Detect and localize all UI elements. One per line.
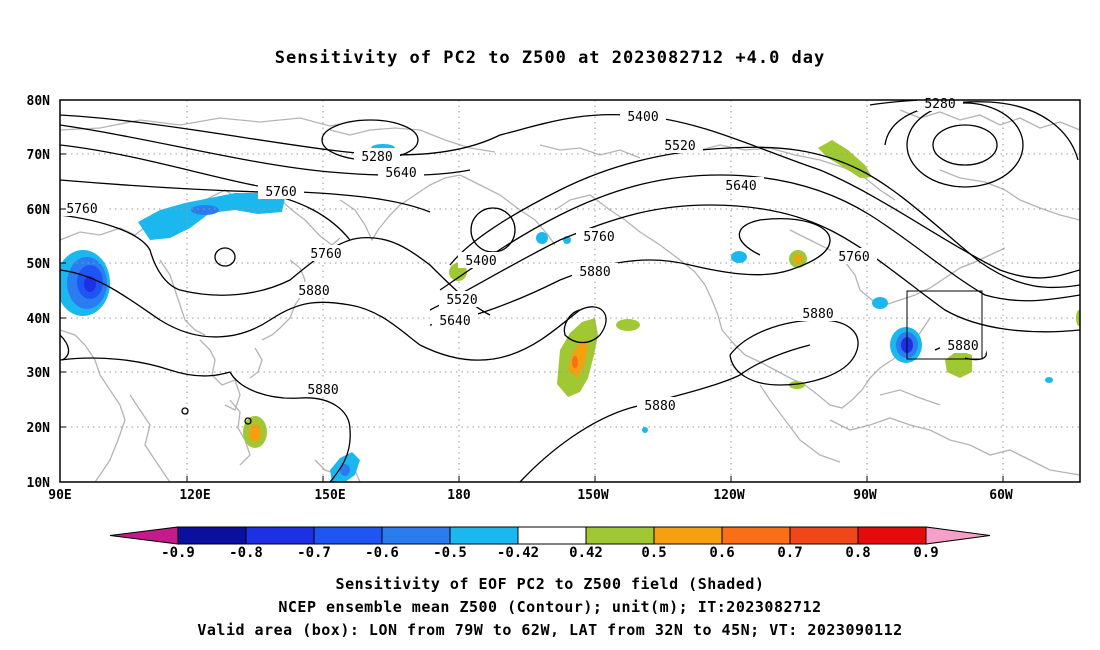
map-frame bbox=[59, 99, 1081, 483]
z500-contours bbox=[60, 100, 1080, 482]
contour-label: 5640 bbox=[725, 179, 756, 194]
colorbar-segment bbox=[789, 526, 859, 545]
colorbar-segment bbox=[449, 526, 519, 545]
caption-line-1: Sensitivity of EOF PC2 to Z500 field (Sh… bbox=[335, 575, 765, 593]
lat-label: 30N bbox=[27, 366, 51, 381]
colorbar-tick-label: -0.6 bbox=[365, 545, 399, 561]
latitude-labels: 80N 70N 60N 50N 40N 30N 20N 10N bbox=[27, 94, 51, 491]
plot-title: Sensitivity of PC2 to Z500 at 2023082712… bbox=[274, 48, 826, 68]
contour-label: 5280 bbox=[361, 150, 392, 165]
lat-label: 10N bbox=[27, 476, 51, 491]
contour-label: 5880 bbox=[802, 307, 833, 322]
contour-label: 5520 bbox=[446, 293, 477, 308]
colorbar-upper-extension bbox=[925, 526, 991, 545]
colorbar-tick-label: 0.5 bbox=[641, 545, 666, 561]
lon-label: 60W bbox=[989, 488, 1013, 503]
contour-label: 5760 bbox=[838, 250, 869, 265]
colorbar-tick-label: -0.42 bbox=[497, 545, 539, 561]
lat-label: 60N bbox=[27, 203, 51, 218]
contour-labels: 5400 5280 5520 5640 5760 5280 5640 5760 … bbox=[60, 95, 986, 414]
lat-label: 70N bbox=[27, 148, 51, 163]
contour-label: 5520 bbox=[664, 139, 695, 154]
longitude-labels: 90E 120E 150E 180 150W 120W 90W 60W bbox=[48, 488, 1013, 503]
colorbar-segment bbox=[313, 526, 383, 545]
colorbar-tick-label: 0.6 bbox=[709, 545, 734, 561]
contour-label: 5880 bbox=[579, 265, 610, 280]
lon-label: 150W bbox=[577, 488, 608, 503]
colorbar-tick-label: 0.8 bbox=[845, 545, 870, 561]
contour-label: 5760 bbox=[583, 230, 614, 245]
lat-label: 80N bbox=[27, 94, 51, 109]
colorbar-tick-label: 0.42 bbox=[569, 545, 603, 561]
caption-line-2: NCEP ensemble mean Z500 (Contour); unit(… bbox=[278, 598, 822, 616]
colorbar-tick-label: -0.7 bbox=[297, 545, 331, 561]
contour-label: 5400 bbox=[465, 254, 496, 269]
colorbar-segment bbox=[653, 526, 723, 545]
contour-label: 5400 bbox=[627, 110, 658, 125]
colorbar-segment bbox=[857, 526, 927, 545]
colorbar-tick-label: -0.5 bbox=[433, 545, 467, 561]
contour-label: 5880 bbox=[307, 383, 338, 398]
colorbar: -0.9 -0.8 -0.7 -0.6 -0.5 -0.42 0.42 0.5 0.6 0.7 0.… bbox=[109, 526, 991, 561]
colorbar-segment bbox=[245, 526, 315, 545]
colorbar-tick-label: -0.8 bbox=[229, 545, 263, 561]
lat-label: 50N bbox=[27, 257, 51, 272]
contour-label: 5880 bbox=[298, 284, 329, 299]
colorbar-segment bbox=[585, 526, 655, 545]
colorbar-lower-extension bbox=[109, 526, 179, 545]
valid-area-box bbox=[906, 290, 983, 360]
lon-label: 150E bbox=[314, 488, 345, 503]
colorbar-segment bbox=[177, 526, 247, 545]
lon-label: 180 bbox=[447, 488, 471, 503]
colorbar-tick-label: 0.7 bbox=[777, 545, 802, 561]
contour-label: 5760 bbox=[310, 247, 341, 262]
contour-label: 5880 bbox=[947, 339, 978, 354]
lon-label: 120W bbox=[713, 488, 744, 503]
contour-label: 5640 bbox=[439, 314, 470, 329]
colorbar-segment bbox=[381, 526, 451, 545]
sensitivity-shading bbox=[60, 140, 1080, 482]
contour-label: 5880 bbox=[644, 399, 675, 414]
colorbar-tick-label: -0.9 bbox=[161, 545, 195, 561]
contour-label: 5760 bbox=[265, 185, 296, 200]
lat-label: 40N bbox=[27, 312, 51, 327]
caption-line-3: Valid area (box): LON from 79W to 62W, L… bbox=[197, 621, 903, 639]
lon-label: 90W bbox=[853, 488, 877, 503]
colorbar-tick-label: 0.9 bbox=[913, 545, 938, 561]
lon-label: 90E bbox=[48, 488, 71, 503]
colorbar-segment bbox=[517, 526, 587, 545]
axis-ticks bbox=[60, 99, 1004, 482]
colorbar-segment bbox=[721, 526, 791, 545]
contour-label: 5760 bbox=[66, 202, 97, 217]
contour-label: 5640 bbox=[385, 166, 416, 181]
lat-label: 20N bbox=[27, 421, 51, 436]
lon-label: 120E bbox=[179, 488, 210, 503]
